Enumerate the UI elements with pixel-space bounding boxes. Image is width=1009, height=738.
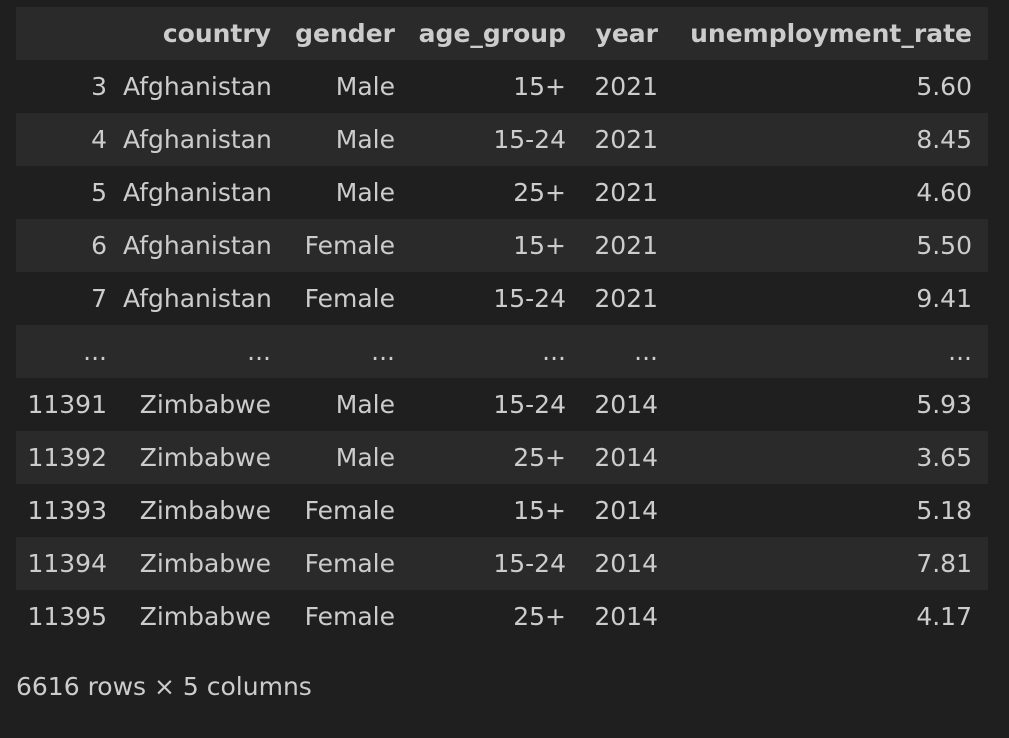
cell-year: 2021 xyxy=(594,72,658,101)
cell-country: Zimbabwe xyxy=(139,390,271,419)
cell-country: Afghanistan xyxy=(123,284,272,313)
cell-age-group: 15-24 xyxy=(493,284,566,313)
cell-age-group: 15-24 xyxy=(493,125,566,154)
cell-unemployment-rate: 4.60 xyxy=(916,178,972,207)
cell-unemployment-rate: 5.18 xyxy=(916,496,972,525)
cell-gender: Male xyxy=(335,72,395,101)
cell-year: 2014 xyxy=(594,602,658,631)
cell-age-group: 15+ xyxy=(513,231,566,260)
cell-year: 2021 xyxy=(594,125,658,154)
cell-gender: Male xyxy=(335,178,395,207)
cell-age-group: ... xyxy=(542,337,566,366)
row-index: 11393 xyxy=(27,496,107,525)
row-index: 4 xyxy=(91,125,107,154)
cell-unemployment-rate: ... xyxy=(948,337,972,366)
column-header-year: year xyxy=(595,19,658,48)
cell-country: Zimbabwe xyxy=(139,549,271,578)
cell-age-group: 25+ xyxy=(513,178,566,207)
cell-country: Zimbabwe xyxy=(139,443,271,472)
cell-year: 2021 xyxy=(594,178,658,207)
cell-country: Afghanistan xyxy=(123,178,272,207)
cell-age-group: 15+ xyxy=(513,72,566,101)
ellipsis-row: ... ... ... ... ... ... xyxy=(16,325,988,378)
table-row: 4 Afghanistan Male 15-24 2021 8.45 xyxy=(16,113,988,166)
dataframe-table: country gender age_group year unemployme… xyxy=(16,7,988,643)
row-index: 7 xyxy=(91,284,107,313)
cell-year: 2014 xyxy=(594,390,658,419)
cell-unemployment-rate: 5.93 xyxy=(916,390,972,419)
table-row: 6 Afghanistan Female 15+ 2021 5.50 xyxy=(16,219,988,272)
row-index: 3 xyxy=(91,72,107,101)
row-index: 5 xyxy=(91,178,107,207)
cell-gender: Male xyxy=(335,390,395,419)
column-header-unemployment-rate: unemployment_rate xyxy=(690,19,972,48)
cell-unemployment-rate: 5.60 xyxy=(916,72,972,101)
index-header xyxy=(16,7,123,60)
cell-country: Zimbabwe xyxy=(139,496,271,525)
table-row: 11391 Zimbabwe Male 15-24 2014 5.93 xyxy=(16,378,988,431)
table-row: 11392 Zimbabwe Male 25+ 2014 3.65 xyxy=(16,431,988,484)
cell-year: 2021 xyxy=(594,231,658,260)
cell-age-group: 15-24 xyxy=(493,390,566,419)
cell-country: Afghanistan xyxy=(123,125,272,154)
header-row: country gender age_group year unemployme… xyxy=(16,7,988,60)
row-index: 11395 xyxy=(27,602,107,631)
cell-age-group: 25+ xyxy=(513,602,566,631)
cell-country: ... xyxy=(247,337,271,366)
row-index: 6 xyxy=(91,231,107,260)
table-row: 11393 Zimbabwe Female 15+ 2014 5.18 xyxy=(16,484,988,537)
row-index: ... xyxy=(83,337,107,366)
dataframe-shape-summary: 6616 rows × 5 columns xyxy=(16,672,312,701)
cell-unemployment-rate: 3.65 xyxy=(916,443,972,472)
cell-year: ... xyxy=(634,337,658,366)
cell-gender: Female xyxy=(304,231,395,260)
table-row: 5 Afghanistan Male 25+ 2021 4.60 xyxy=(16,166,988,219)
cell-unemployment-rate: 4.17 xyxy=(916,602,972,631)
cell-gender: Female xyxy=(304,496,395,525)
cell-gender: Female xyxy=(304,284,395,313)
dataframe-output: country gender age_group year unemployme… xyxy=(16,7,988,643)
cell-year: 2014 xyxy=(594,496,658,525)
cell-age-group: 15-24 xyxy=(493,549,566,578)
table-row: 11395 Zimbabwe Female 25+ 2014 4.17 xyxy=(16,590,988,643)
cell-unemployment-rate: 5.50 xyxy=(916,231,972,260)
cell-year: 2021 xyxy=(594,284,658,313)
table-row: 3 Afghanistan Male 15+ 2021 5.60 xyxy=(16,60,988,113)
cell-gender: Female xyxy=(304,602,395,631)
cell-age-group: 15+ xyxy=(513,496,566,525)
cell-country: Zimbabwe xyxy=(139,602,271,631)
row-index: 11391 xyxy=(27,390,107,419)
cell-gender: ... xyxy=(371,337,395,366)
cell-gender: Male xyxy=(335,125,395,154)
cell-country: Afghanistan xyxy=(123,72,272,101)
column-header-age-group: age_group xyxy=(418,19,566,48)
column-header-gender: gender xyxy=(295,19,395,48)
row-index: 11394 xyxy=(27,549,107,578)
cell-gender: Male xyxy=(335,443,395,472)
cell-unemployment-rate: 8.45 xyxy=(916,125,972,154)
cell-unemployment-rate: 7.81 xyxy=(916,549,972,578)
cell-gender: Female xyxy=(304,549,395,578)
cell-unemployment-rate: 9.41 xyxy=(916,284,972,313)
column-header-country: country xyxy=(162,19,271,48)
table-row: 11394 Zimbabwe Female 15-24 2014 7.81 xyxy=(16,537,988,590)
cell-age-group: 25+ xyxy=(513,443,566,472)
cell-country: Afghanistan xyxy=(123,231,272,260)
cell-year: 2014 xyxy=(594,443,658,472)
cell-year: 2014 xyxy=(594,549,658,578)
table-row: 7 Afghanistan Female 15-24 2021 9.41 xyxy=(16,272,988,325)
row-index: 11392 xyxy=(27,443,107,472)
